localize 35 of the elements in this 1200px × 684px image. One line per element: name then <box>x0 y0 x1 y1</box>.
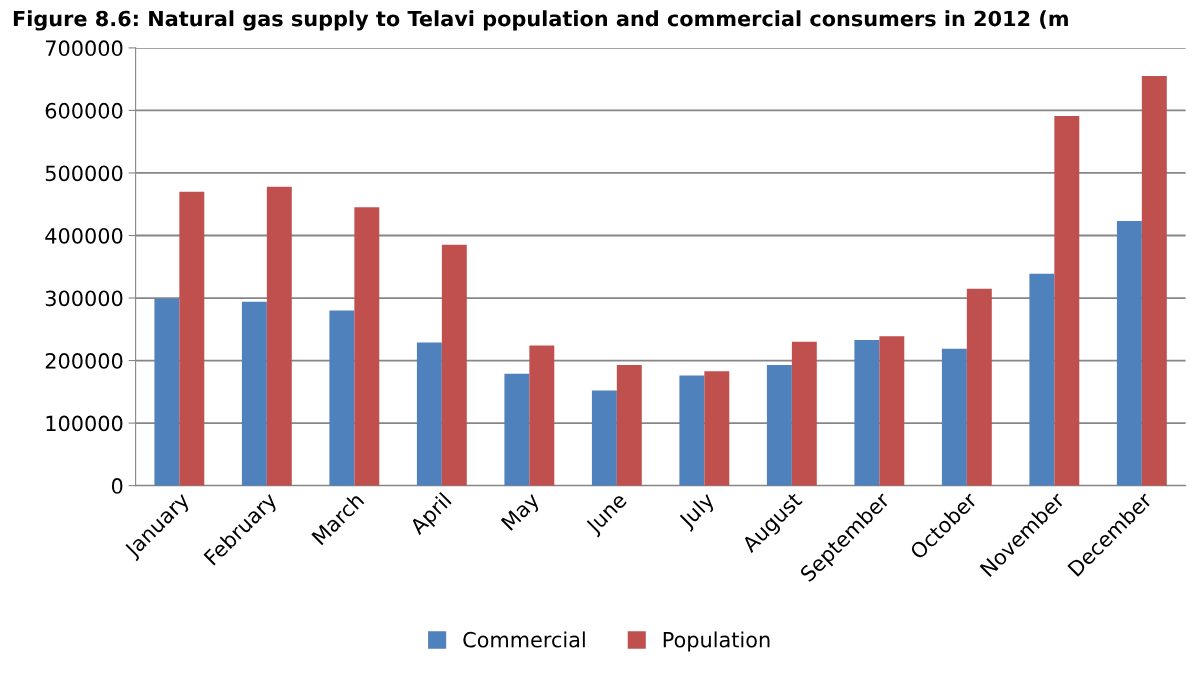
legend-label: Commercial <box>463 631 585 648</box>
bar <box>704 371 730 486</box>
bar <box>354 207 380 486</box>
bar <box>766 364 792 486</box>
bar <box>416 342 442 486</box>
bar <box>966 288 992 486</box>
bar <box>1141 76 1167 486</box>
bar <box>1029 273 1055 486</box>
bar <box>879 336 905 486</box>
bar <box>441 244 467 486</box>
y-tick-label: 100000 <box>46 415 123 432</box>
y-tick-label: 400000 <box>45 227 123 244</box>
bar <box>679 375 705 486</box>
bar <box>266 186 292 486</box>
bar <box>241 301 267 486</box>
chart-title: Figure 8.6: Natural gas supply to Telavi population and commercial consumers in 2012 (m <box>13 10 1068 31</box>
y-tick-label: 200000 <box>45 353 123 369</box>
bar <box>504 373 530 486</box>
y-tick-label: 0 <box>111 478 123 494</box>
bar <box>154 298 180 486</box>
bar <box>941 348 967 486</box>
bar <box>616 364 642 486</box>
legend-label: Population <box>663 631 770 652</box>
bar <box>1116 221 1142 486</box>
bar <box>1054 116 1080 486</box>
bar <box>854 339 880 486</box>
bar <box>329 310 355 486</box>
y-tick-label: 600000 <box>45 102 123 119</box>
bar <box>179 191 205 486</box>
bar <box>791 341 817 486</box>
y-tick-label: 700000 <box>45 40 123 57</box>
bar <box>529 345 555 486</box>
y-tick-label: 300000 <box>45 290 123 307</box>
y-tick-label: 500000 <box>45 165 123 182</box>
bar <box>591 390 617 486</box>
